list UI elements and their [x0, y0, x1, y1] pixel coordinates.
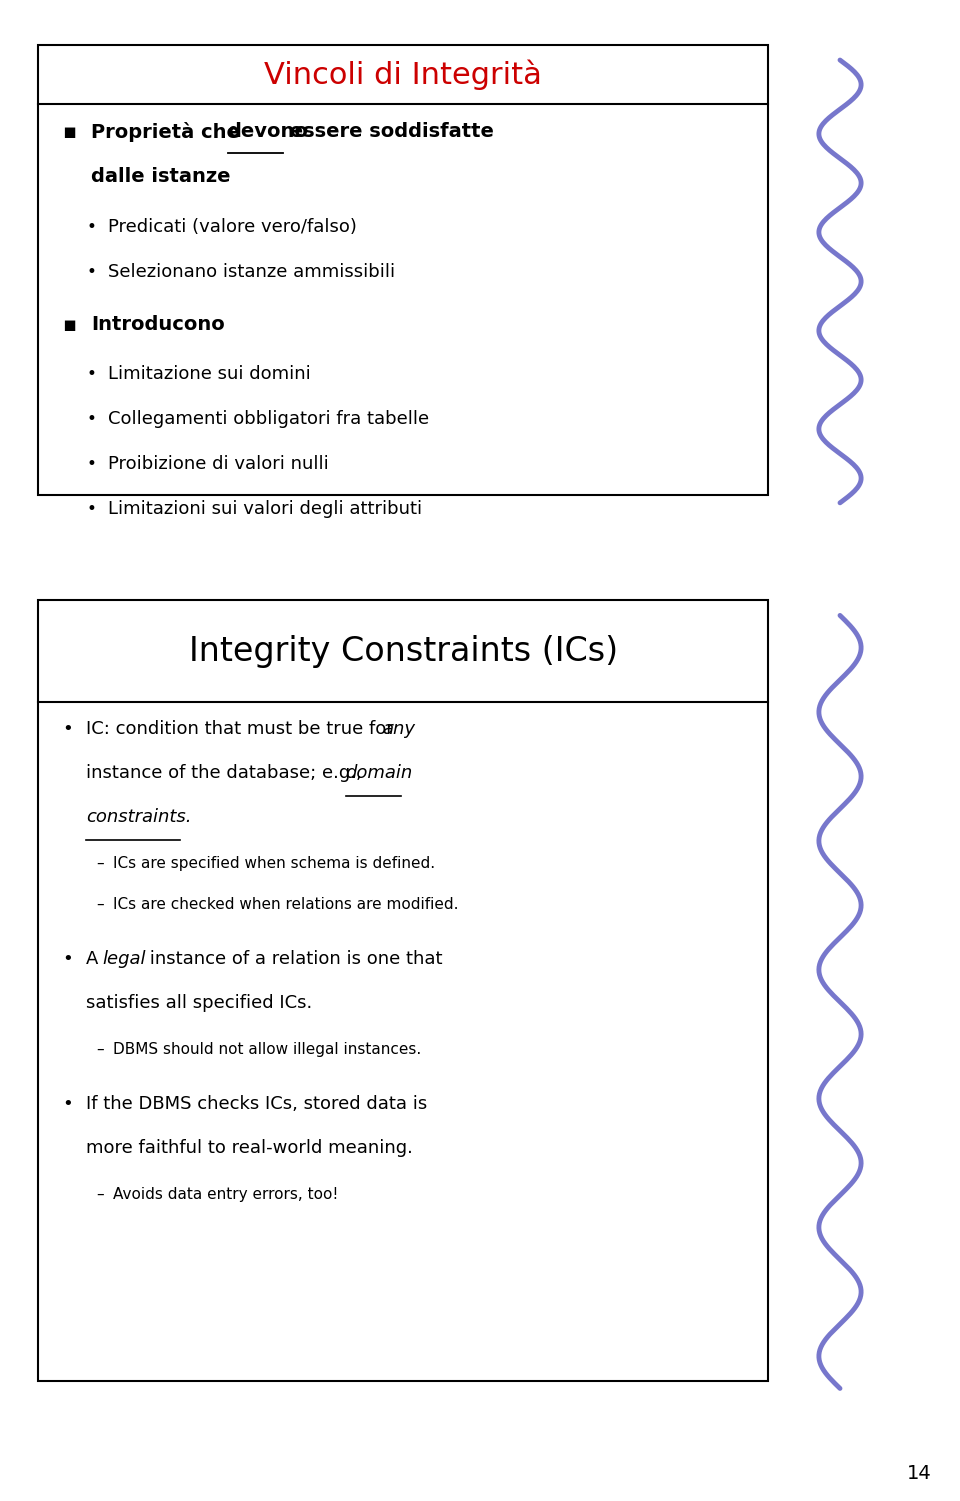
Text: IC: condition that must be true for: IC: condition that must be true for — [86, 720, 400, 738]
Text: Vincoli di Integrità: Vincoli di Integrità — [264, 59, 542, 90]
Text: legal: legal — [103, 950, 146, 968]
Text: Introducono: Introducono — [91, 315, 225, 335]
Text: Limitazione sui domini: Limitazione sui domini — [108, 365, 310, 383]
Text: instance of the database; e.g.,: instance of the database; e.g., — [86, 764, 368, 782]
Text: –: – — [96, 856, 104, 871]
Text: 14: 14 — [906, 1463, 931, 1483]
Text: DBMS should not allow illegal instances.: DBMS should not allow illegal instances. — [113, 1042, 421, 1057]
Text: If the DBMS checks ICs, stored data is: If the DBMS checks ICs, stored data is — [86, 1096, 427, 1114]
Text: domain: domain — [346, 764, 413, 782]
Text: satisfies all specified ICs.: satisfies all specified ICs. — [86, 994, 313, 1012]
Text: Limitazioni sui valori degli attributi: Limitazioni sui valori degli attributi — [108, 500, 421, 518]
Text: –: – — [96, 1187, 104, 1202]
Text: devono: devono — [228, 122, 308, 141]
Text: any: any — [382, 720, 415, 738]
Text: •: • — [86, 500, 96, 518]
Text: Proprietà che: Proprietà che — [91, 122, 247, 141]
FancyBboxPatch shape — [38, 45, 768, 495]
Text: Collegamenti obbligatori fra tabelle: Collegamenti obbligatori fra tabelle — [108, 410, 429, 428]
Text: ▪: ▪ — [62, 315, 77, 335]
Text: Integrity Constraints (ICs): Integrity Constraints (ICs) — [188, 635, 618, 668]
Text: A: A — [86, 950, 105, 968]
Text: –: – — [96, 1042, 104, 1057]
Text: essere soddisfatte: essere soddisfatte — [283, 122, 494, 141]
Text: •: • — [86, 410, 96, 428]
Text: ▪: ▪ — [62, 122, 77, 141]
Text: •: • — [62, 1096, 73, 1114]
Text: Predicati (valore vero/falso): Predicati (valore vero/falso) — [108, 219, 356, 236]
Text: •: • — [86, 264, 96, 281]
Text: •: • — [62, 720, 73, 738]
Text: •: • — [86, 455, 96, 473]
Text: dalle istanze: dalle istanze — [91, 167, 230, 186]
Text: constraints.: constraints. — [86, 808, 192, 826]
Text: ICs are specified when schema is defined.: ICs are specified when schema is defined… — [113, 856, 436, 871]
Text: ICs are checked when relations are modified.: ICs are checked when relations are modif… — [113, 898, 459, 913]
Text: •: • — [86, 365, 96, 383]
FancyBboxPatch shape — [38, 600, 768, 1381]
Text: instance of a relation is one that: instance of a relation is one that — [144, 950, 443, 968]
Text: Avoids data entry errors, too!: Avoids data entry errors, too! — [113, 1187, 339, 1202]
Text: •: • — [86, 219, 96, 236]
Text: –: – — [96, 898, 104, 913]
Text: •: • — [62, 950, 73, 968]
Text: Selezionano istanze ammissibili: Selezionano istanze ammissibili — [108, 264, 395, 281]
Text: Proibizione di valori nulli: Proibizione di valori nulli — [108, 455, 328, 473]
Text: more faithful to real-world meaning.: more faithful to real-world meaning. — [86, 1139, 413, 1157]
